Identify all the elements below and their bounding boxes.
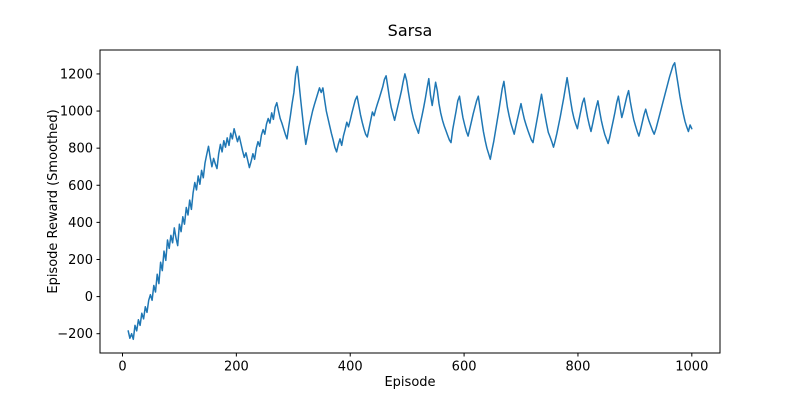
x-tick-label: 200: [224, 360, 249, 375]
y-tick-label: 1000: [60, 105, 93, 120]
y-tick-label: 600: [68, 179, 93, 194]
x-tick-label: 600: [452, 360, 477, 375]
y-tick-label: −200: [57, 327, 93, 342]
y-tick-label: 0: [85, 290, 93, 305]
x-tick-label: 400: [338, 360, 363, 375]
chart-title: Sarsa: [388, 21, 433, 40]
y-axis-label: Episode Reward (Smoothed): [46, 109, 61, 293]
x-tick-label: 0: [118, 360, 126, 375]
y-tick-label: 800: [68, 142, 93, 157]
x-axis-label: Episode: [384, 375, 435, 390]
plot-area: 0 200 400 600 800 1000 −200 0 200 400 600 800 1000 12…: [57, 49, 721, 375]
axes-spines: [99, 49, 721, 354]
y-tick-label: 1200: [60, 67, 93, 82]
y-tick-label: 400: [68, 216, 93, 231]
x-tick-label: 1000: [675, 360, 708, 375]
x-tick-label: 800: [566, 360, 591, 375]
reward-line: [127, 62, 693, 341]
y-tick-label: 200: [68, 253, 93, 268]
